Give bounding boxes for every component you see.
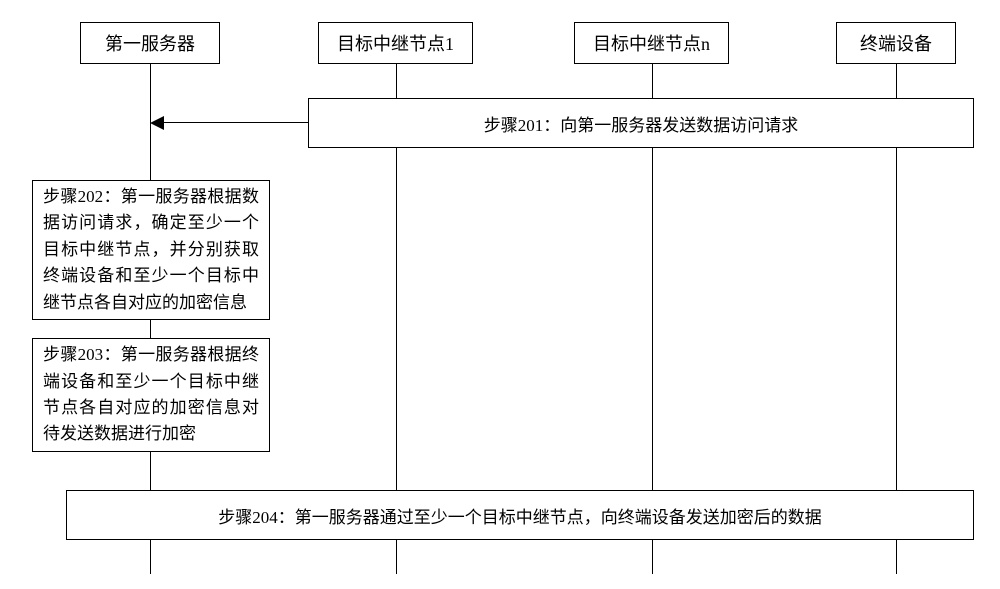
participant-relay1: 目标中继节点1 <box>318 22 473 64</box>
step-202-box: 步骤202：第一服务器根据数据访问请求，确定至少一个目标中继节点，并分别获取终端… <box>32 180 270 320</box>
step-201-box: 步骤201：向第一服务器发送数据访问请求 <box>308 98 974 148</box>
step-label: 步骤201：向第一服务器发送数据访问请求 <box>484 111 799 136</box>
lifeline-relay1 <box>396 64 397 98</box>
participant-server1: 第一服务器 <box>80 22 220 64</box>
lifeline-server1 <box>150 320 151 338</box>
step-label: 步骤202：第一服务器根据数据访问请求，确定至少一个目标中继节点，并分别获取终端… <box>43 184 259 316</box>
lifeline-terminal <box>896 540 897 574</box>
lifeline-terminal <box>896 148 897 490</box>
step-203-box: 步骤203：第一服务器根据终端设备和至少一个目标中继节点各自对应的加密信息对待发… <box>32 338 270 452</box>
participant-terminal: 终端设备 <box>836 22 956 64</box>
lifeline-server1 <box>150 452 151 490</box>
step-label: 步骤203：第一服务器根据终端设备和至少一个目标中继节点各自对应的加密信息对待发… <box>43 342 259 447</box>
step-label: 步骤204：第一服务器通过至少一个目标中继节点，向终端设备发送加密后的数据 <box>218 503 822 528</box>
participant-label: 第一服务器 <box>105 30 195 56</box>
lifeline-terminal <box>896 64 897 98</box>
arrow-201-head <box>150 116 164 130</box>
participant-label: 终端设备 <box>860 30 932 56</box>
sequence-diagram: 第一服务器 目标中继节点1 目标中继节点n 终端设备 步骤201：向第一服务器发… <box>0 0 1000 589</box>
lifeline-relayn <box>652 540 653 574</box>
lifeline-server1 <box>150 540 151 574</box>
participant-label: 目标中继节点n <box>593 30 710 56</box>
step-204-box: 步骤204：第一服务器通过至少一个目标中继节点，向终端设备发送加密后的数据 <box>66 490 974 540</box>
participant-relayn: 目标中继节点n <box>574 22 729 64</box>
lifeline-relay1 <box>396 540 397 574</box>
lifeline-relayn <box>652 64 653 98</box>
participant-label: 目标中继节点1 <box>337 30 454 56</box>
arrow-201-line <box>162 122 308 123</box>
lifeline-relayn <box>652 148 653 490</box>
lifeline-relay1 <box>396 148 397 490</box>
